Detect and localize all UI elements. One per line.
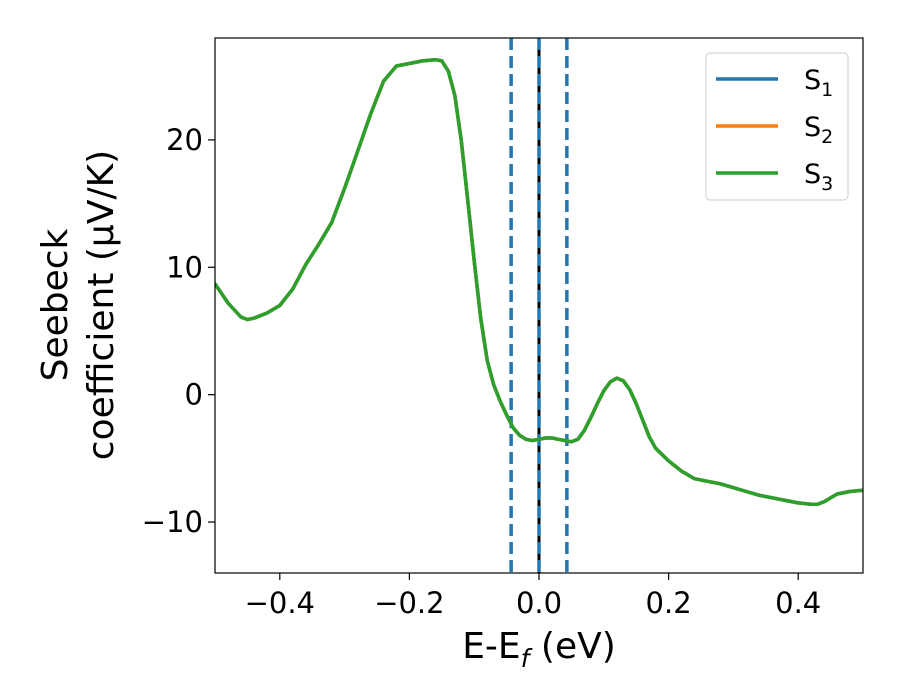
x-tick-label: 0.0 (516, 586, 562, 620)
y-axis-ticks: −10 0 10 20 (142, 123, 215, 539)
x-tick-label: −0.2 (374, 586, 444, 620)
y-tick-label: 20 (166, 123, 203, 157)
legend-label: S1 (804, 65, 833, 101)
reference-lines (509, 38, 569, 573)
x-tick-label: 0.2 (646, 586, 692, 620)
x-tick-label: −0.4 (245, 586, 315, 620)
y-tick-label: −10 (142, 505, 203, 539)
y-axis-label-line2: coefficient (μV/K) (81, 150, 122, 460)
y-axis-label-line1: Seebeck (35, 228, 76, 381)
x-axis-label: E-Ef (eV) (462, 626, 616, 673)
series-line-s3 (215, 57, 863, 506)
series-lines (215, 57, 863, 506)
x-axis-label-unit: (eV) (529, 626, 615, 667)
legend-label: S2 (804, 112, 833, 148)
x-axis-ticks: −0.4 −0.2 0.0 0.2 0.4 (245, 573, 821, 620)
x-tick-label: 0.4 (775, 586, 821, 620)
y-tick-label: 0 (185, 378, 203, 412)
y-tick-label: 10 (166, 250, 203, 284)
legend-label: S3 (804, 159, 833, 195)
legend-entries: S1 S2 S3 (716, 65, 833, 195)
legend: S1 S2 S3 (705, 52, 849, 201)
x-axis-label-main: E-E (462, 626, 520, 667)
